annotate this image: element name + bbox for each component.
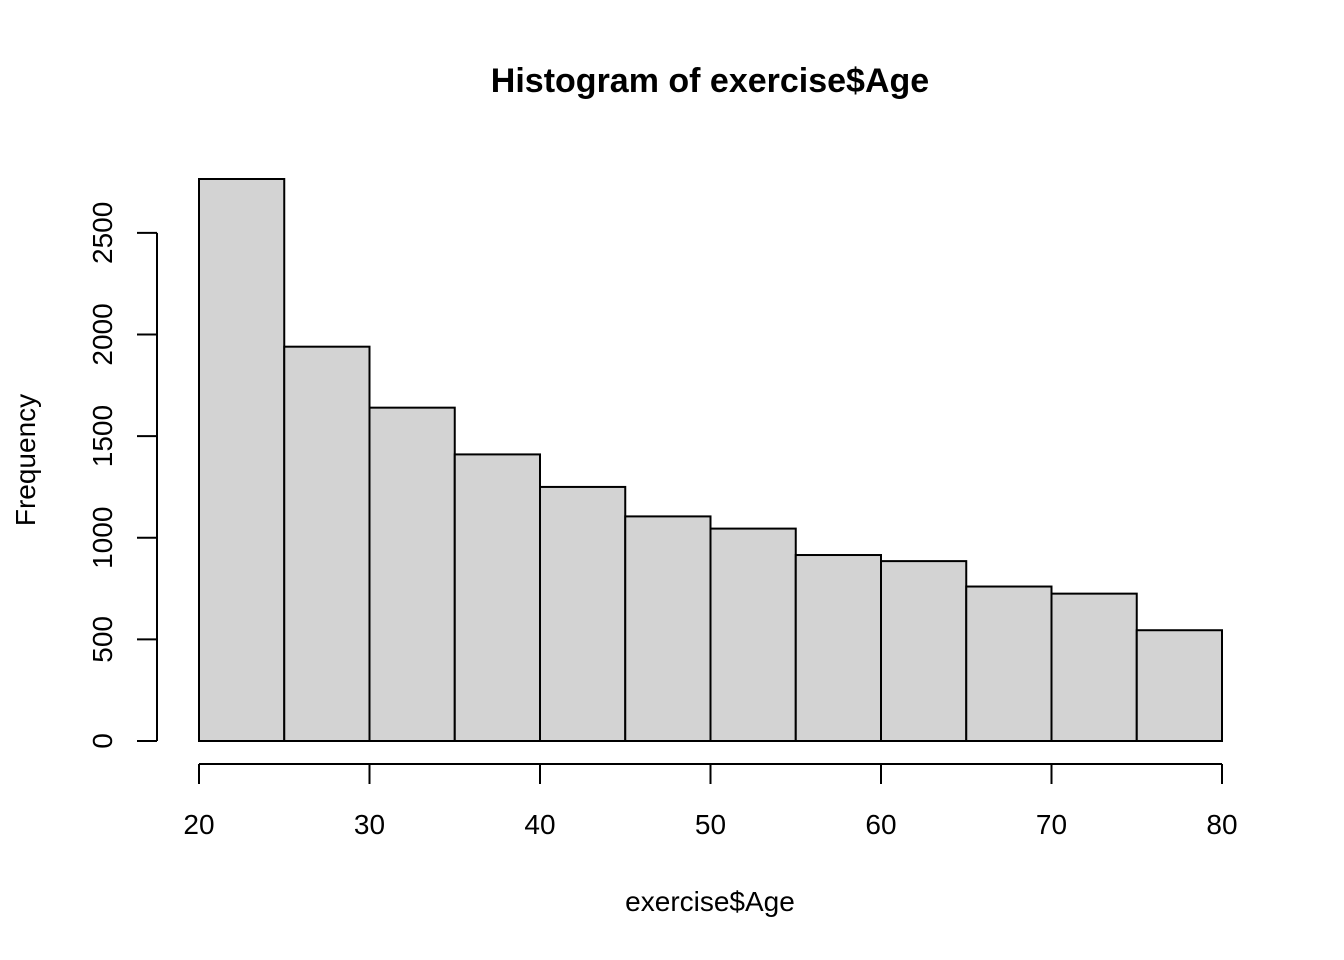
y-tick-label-0: 0 (87, 733, 118, 749)
histogram-bar-4 (539, 485, 627, 742)
histogram-bar-5 (624, 515, 712, 742)
y-tick-label-3: 1500 (87, 405, 118, 467)
x-tick-label-1: 30 (354, 809, 385, 840)
histogram-bar-7 (794, 554, 882, 743)
histogram-bar-11 (1135, 629, 1223, 742)
x-tick-label-4: 60 (865, 809, 896, 840)
y-tick-label-5: 2500 (87, 202, 118, 264)
histogram-bar-6 (709, 527, 797, 743)
x-tick-label-5: 70 (1036, 809, 1067, 840)
histogram-bar-10 (1050, 592, 1138, 742)
x-tick-label-3: 50 (695, 809, 726, 840)
chart-title: Histogram of exercise$Age (491, 62, 929, 100)
x-tick-label-2: 40 (524, 809, 555, 840)
histogram-bar-2 (368, 406, 456, 742)
y-tick-label-4: 2000 (87, 303, 118, 365)
y-axis: 0 500 1000 1500 2000 2500 (87, 202, 158, 749)
y-tick-label-1: 500 (87, 616, 118, 663)
x-tick-label-6: 80 (1206, 809, 1237, 840)
x-axis: 20 30 40 50 60 70 80 (183, 763, 1238, 840)
bars-group (198, 178, 1223, 743)
histogram-bar-8 (880, 560, 968, 742)
histogram-bar-0 (198, 178, 286, 742)
x-tick-label-0: 20 (183, 809, 214, 840)
y-axis-label: Frequency (10, 394, 41, 526)
histogram-bar-9 (965, 585, 1053, 743)
y-tick-label-2: 1000 (87, 507, 118, 569)
histogram-bar-1 (283, 345, 371, 742)
x-axis-label: exercise$Age (625, 886, 795, 917)
histogram-bar-3 (453, 453, 541, 742)
